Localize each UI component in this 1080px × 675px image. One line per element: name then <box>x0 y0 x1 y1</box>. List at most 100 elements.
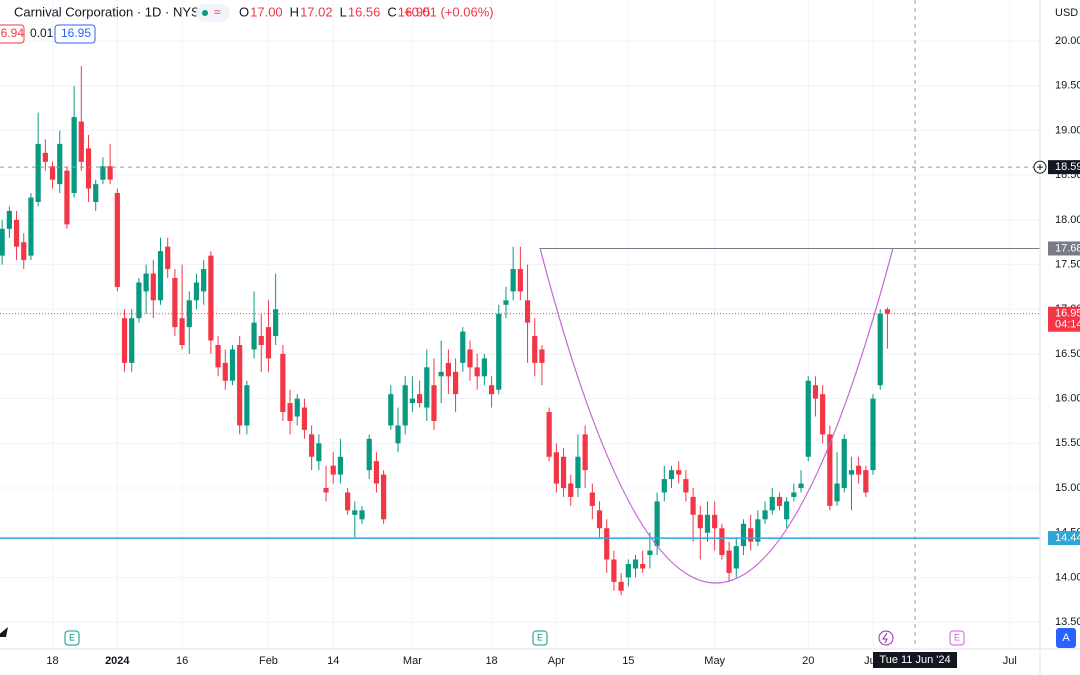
candle-body <box>409 398 416 404</box>
event-label: E <box>954 632 960 642</box>
candle-body <box>42 152 48 162</box>
candle-body <box>222 362 228 381</box>
change: +0.01 (+0.06%) <box>404 4 494 19</box>
candle-body <box>647 550 653 556</box>
candle-body <box>834 483 840 502</box>
ohlc-value: 16.56 <box>348 4 381 19</box>
candle-body <box>517 269 523 292</box>
candle-body <box>388 394 394 426</box>
candle-body <box>683 479 689 493</box>
status-dot <box>202 10 208 16</box>
candle-body <box>150 273 156 301</box>
price-axis <box>1040 0 1080 675</box>
y-tick-label: 16.50 <box>1055 348 1080 360</box>
candle-body <box>208 255 214 341</box>
candle-body <box>668 470 675 480</box>
candle-body <box>776 496 783 506</box>
candle-body <box>193 282 200 301</box>
candle-body <box>287 403 293 421</box>
candle-body <box>424 367 430 408</box>
price-label-box <box>1048 306 1080 332</box>
candle-body <box>301 407 308 430</box>
candle-body <box>755 519 761 542</box>
candle-body <box>481 358 487 377</box>
ohlc-key: H <box>290 4 299 19</box>
candle-body <box>733 546 739 569</box>
candle-body <box>438 371 444 377</box>
ohlc-value: 17.02 <box>300 4 333 19</box>
ohlc-key: L <box>340 4 347 19</box>
x-tick-label: 20 <box>802 655 814 667</box>
y-tick-label: 16.00 <box>1055 393 1080 405</box>
candle-body <box>510 269 516 292</box>
candle-body <box>467 349 473 368</box>
x-tick-label: 15 <box>622 655 634 667</box>
candle-body <box>294 398 300 417</box>
candle-body <box>625 563 631 578</box>
candle-body <box>827 434 833 506</box>
candle-body <box>539 349 545 363</box>
x-tick-label: 18 <box>46 655 58 667</box>
event-box[interactable] <box>532 630 548 646</box>
level-label: 14.44 <box>1055 532 1080 544</box>
cup-curve <box>539 247 894 584</box>
currency[interactable]: USD <box>1055 7 1078 19</box>
candle-body <box>0 228 5 256</box>
event-box[interactable] <box>949 630 965 646</box>
header: Carnival Corporation · 1D · NYSE ≈ O 17.0… <box>0 4 494 44</box>
candle-body <box>676 470 682 475</box>
candle-body <box>251 322 257 350</box>
candle-body <box>330 465 336 475</box>
candle-body <box>697 514 703 529</box>
axes: 13.5014.0014.5015.0015.5016.0016.5017.00… <box>46 35 1080 668</box>
candle-body <box>848 470 855 475</box>
crosshair-price: 18.59 <box>1055 161 1080 173</box>
candle-body <box>748 528 754 542</box>
level-label-box <box>1048 531 1080 546</box>
crosshair-date: Tue 11 Jun '24 <box>879 654 950 666</box>
candle-body <box>452 371 459 395</box>
candle-body <box>237 345 243 426</box>
x-tick-label: Mar <box>403 655 422 667</box>
event-box[interactable] <box>64 630 80 646</box>
candle-body <box>445 362 451 377</box>
x-tick-label: Apr <box>548 655 565 667</box>
candle-body <box>78 121 84 162</box>
candle-body <box>611 559 617 582</box>
candle-body <box>618 581 624 591</box>
candle-body <box>93 184 99 202</box>
crosshair-date-box <box>873 652 957 668</box>
ask-box[interactable] <box>54 24 96 44</box>
auto-label: A <box>1062 632 1070 644</box>
candle-body <box>546 412 552 457</box>
candle-body <box>863 470 869 493</box>
plot <box>0 66 891 596</box>
candle-body <box>632 559 639 569</box>
candle-body <box>49 166 56 180</box>
candle-body <box>201 269 207 292</box>
candle-body <box>654 501 660 547</box>
ohlc: O 17.00 H 17.02 L 16.56 C 16.95 <box>239 4 430 19</box>
candle-body <box>229 349 236 381</box>
candle-body <box>215 345 221 368</box>
bid-box[interactable] <box>0 24 25 44</box>
y-tick-label: 18.00 <box>1055 214 1080 226</box>
candle-body <box>136 282 142 319</box>
y-tick-label: 19.00 <box>1055 124 1080 136</box>
candle-body <box>762 510 768 520</box>
candle-body <box>690 496 696 515</box>
dividend-icon[interactable] <box>878 630 894 646</box>
ohlc-key: O <box>239 4 249 19</box>
candle-body <box>143 273 149 292</box>
bid: 16.94 <box>0 26 24 40</box>
ohlc-value: 16.95 <box>398 4 431 19</box>
level-label-box <box>1048 241 1080 256</box>
candle-body <box>488 385 495 395</box>
candle-body <box>323 488 329 493</box>
symbol-title: Carnival Corporation · 1D · NYSE <box>14 4 209 19</box>
candle-body <box>560 456 567 489</box>
candle-body <box>258 336 264 346</box>
add-alert-plus <box>1037 164 1043 171</box>
auto-button[interactable] <box>1056 628 1076 648</box>
